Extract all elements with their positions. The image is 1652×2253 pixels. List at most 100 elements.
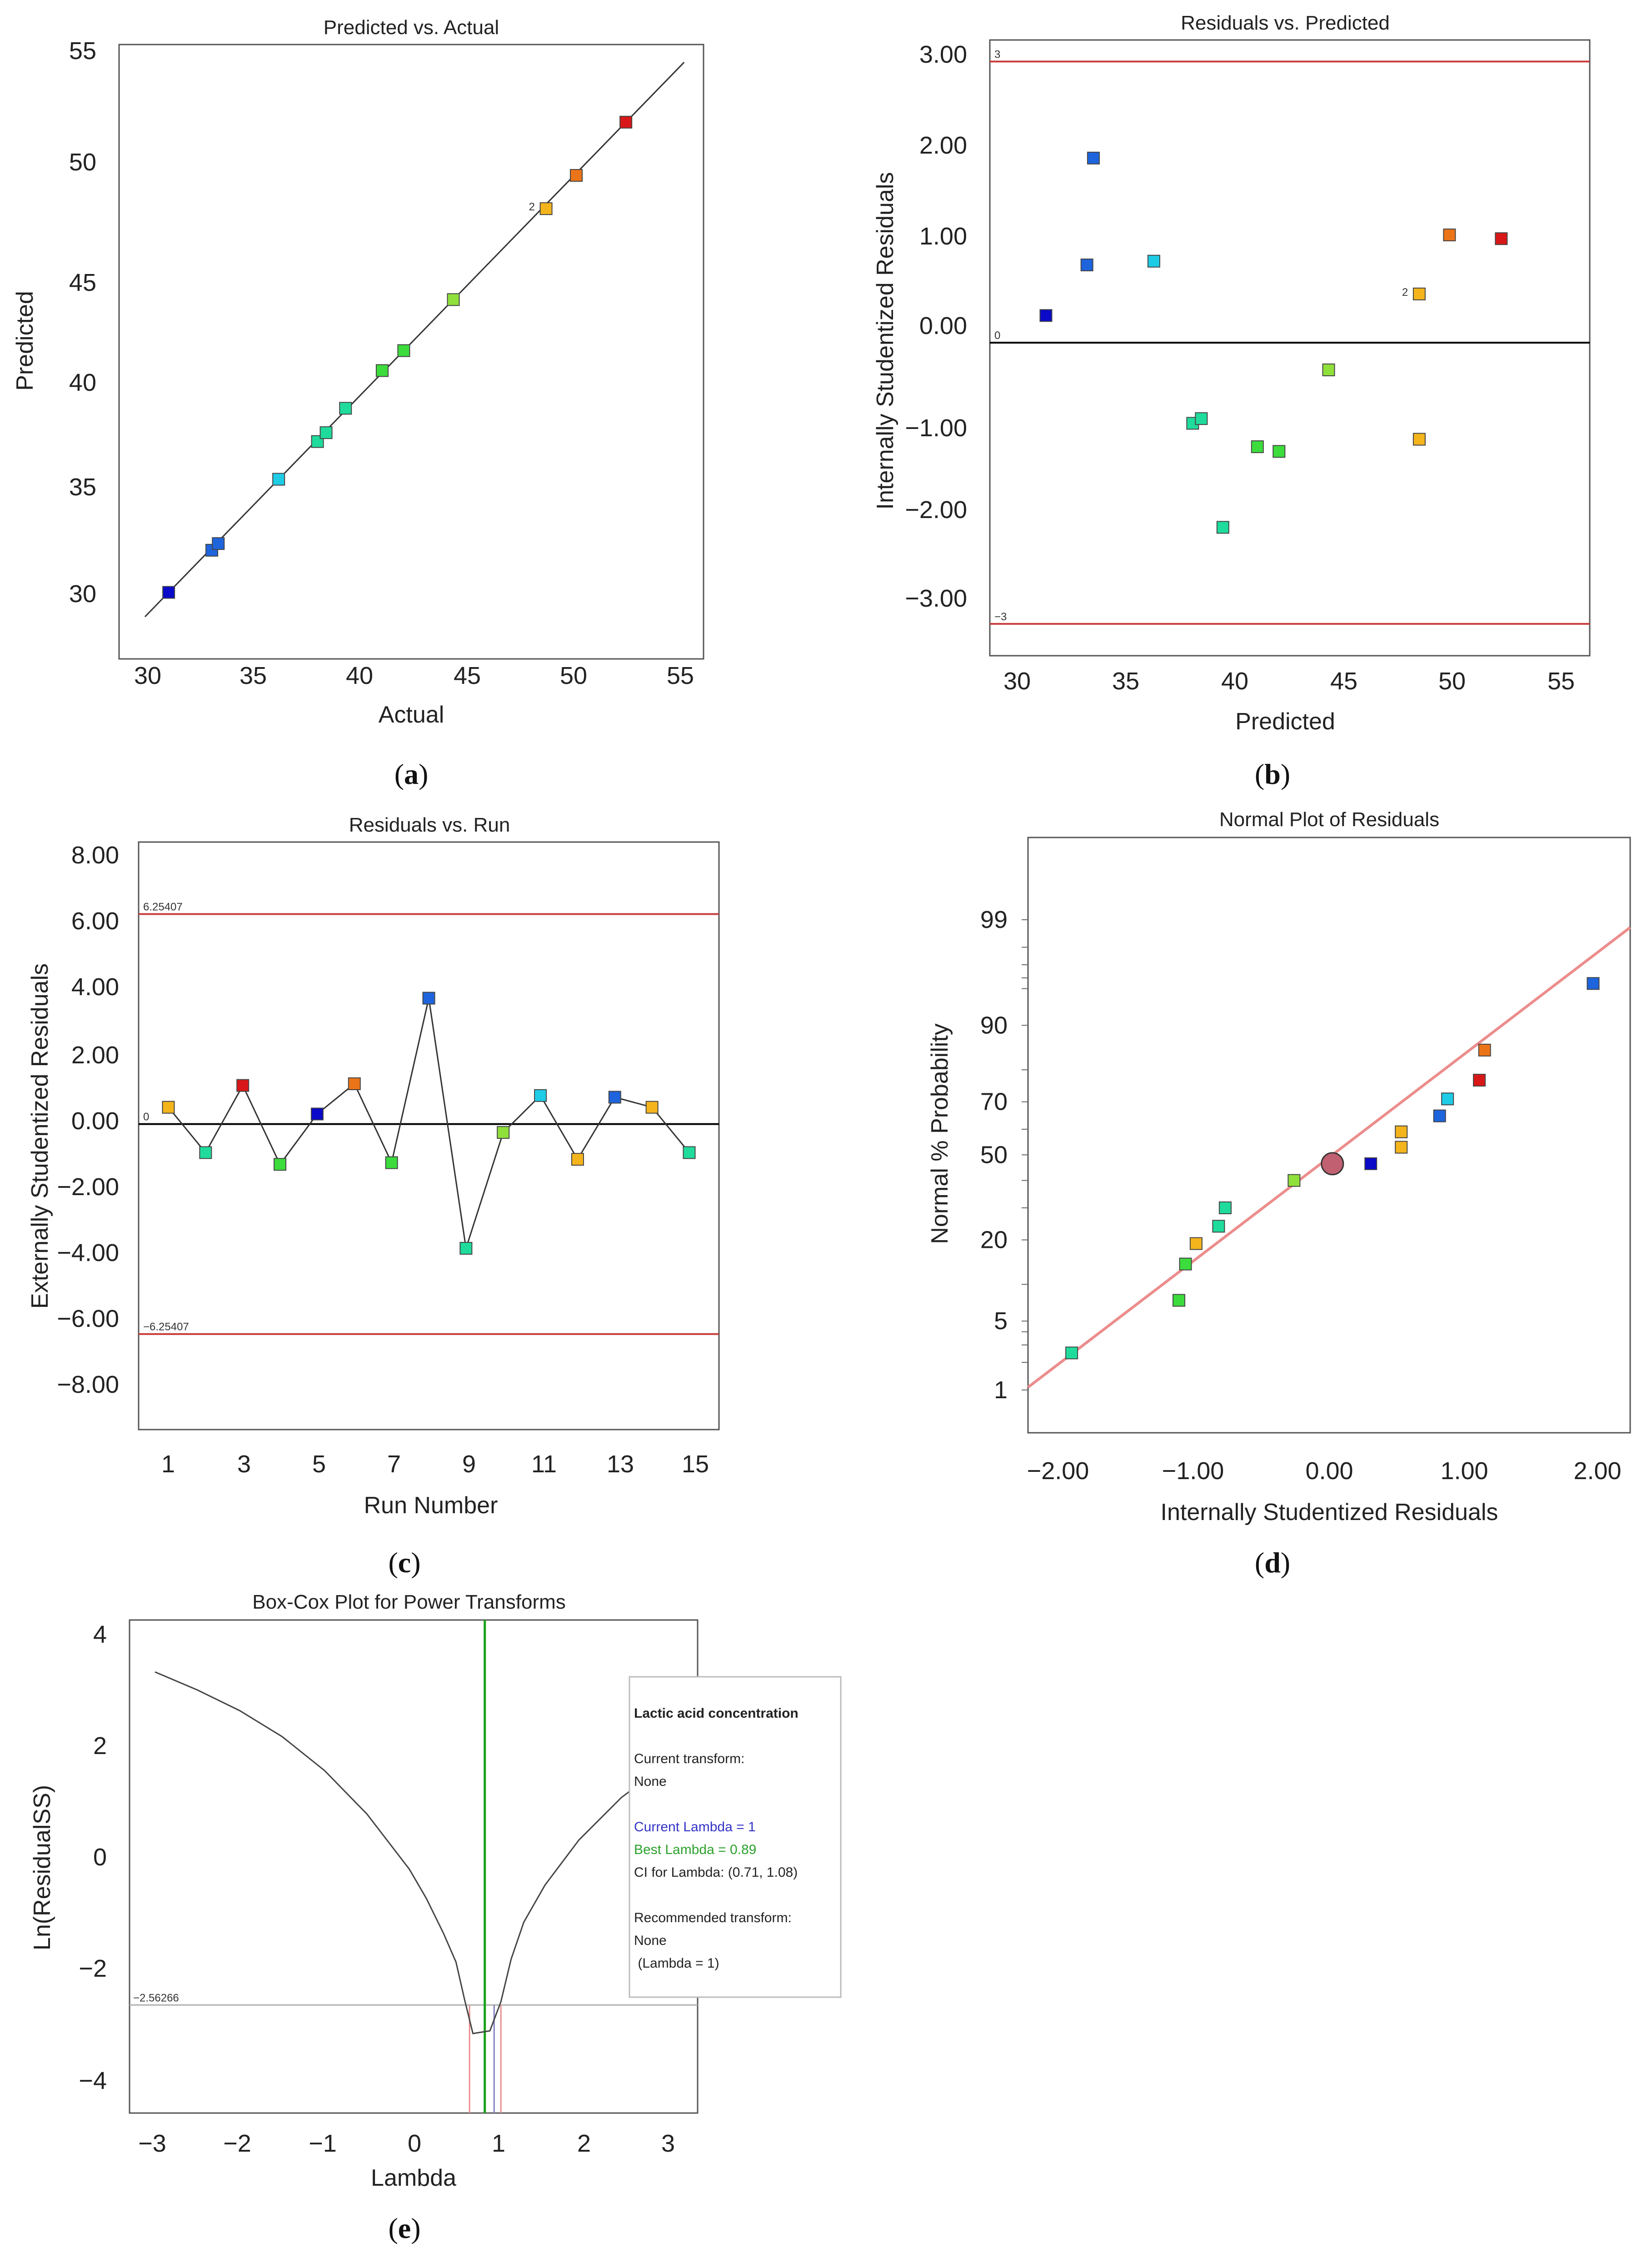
data-point <box>1147 254 1160 268</box>
y-tick-label: −4.00 <box>57 1239 119 1266</box>
data-point <box>1441 1092 1454 1106</box>
panel-a-y-ticks: 55 50 45 40 35 30 <box>69 37 96 608</box>
y-tick-label: −4 <box>79 2067 107 2094</box>
y-tick-label: 0 <box>93 1844 107 1871</box>
data-point <box>1080 258 1093 271</box>
data-point <box>1216 521 1229 534</box>
data-point <box>1433 1109 1446 1122</box>
legend-best-lambda: Best Lambda = 0.89 <box>634 1842 756 1857</box>
panel-d-caption: (d) <box>1255 1546 1290 1579</box>
x-tick-label: 1.00 <box>1440 1457 1488 1485</box>
x-tick-label: 2.00 <box>1573 1457 1621 1485</box>
panel-e-x-label: Lambda <box>371 2165 456 2191</box>
reference-line-label: −6.25407 <box>143 1321 189 1333</box>
x-tick-label: 40 <box>1221 668 1248 695</box>
data-point <box>310 1107 324 1121</box>
panel-c-y-ticks: 8.00 6.00 4.00 2.00 0.00 −2.00 −4.00 −6.… <box>57 842 119 1398</box>
y-tick-label: 40 <box>69 369 96 396</box>
y-tick-label: 2 <box>93 1732 107 1760</box>
panel-a-x-label: Actual <box>379 702 444 728</box>
x-tick-label: 15 <box>682 1450 709 1478</box>
x-tick-label: 50 <box>560 662 587 689</box>
data-point <box>608 1091 621 1104</box>
data-point <box>1412 287 1426 300</box>
data-point <box>539 202 553 215</box>
panel-c-x-ticks: 1 3 5 7 9 11 13 15 <box>161 1450 709 1478</box>
panel-a-caption: (a) <box>394 758 429 790</box>
data-point <box>339 402 352 415</box>
x-tick-label: −1.00 <box>1162 1457 1224 1485</box>
panel-e-y-ticks: 4 2 0 −2 −4 <box>79 1621 107 2094</box>
y-tick-label: 2.00 <box>919 132 967 159</box>
panel-b-marks: 3 0 −3 2 <box>990 48 1590 625</box>
data-point <box>1195 412 1208 425</box>
y-tick-label: 55 <box>69 37 96 65</box>
panel-e: Box-Cox Plot for Power Transforms 4 2 0 … <box>29 1591 842 2244</box>
legend-current-lambda: Current Lambda = 1 <box>634 1819 756 1834</box>
data-point <box>348 1077 361 1090</box>
panel-a-y-label: Predicted <box>12 291 38 391</box>
data-point <box>272 473 285 486</box>
panel-a-x-ticks: 30 35 40 45 50 55 <box>134 662 694 689</box>
panel-d-x-ticks: −2.00 −1.00 0.00 1.00 2.00 <box>1027 1457 1622 1485</box>
data-point <box>236 1079 250 1092</box>
y-tick-label: 0.00 <box>71 1107 119 1135</box>
data-point-mean <box>1321 1152 1344 1176</box>
data-point <box>645 1101 659 1114</box>
data-point <box>1087 151 1100 164</box>
data-point <box>1273 445 1286 458</box>
y-tick-label: 30 <box>69 580 96 608</box>
panel-e-legend: Lactic acid concentration Current transf… <box>629 1676 842 1998</box>
panel-d: Normal Plot of Residuals 99 90 70 50 20 5 1 −2… <box>927 808 1631 1579</box>
reference-line-label: 0 <box>143 1111 149 1123</box>
y-tick-label: 1.00 <box>919 223 967 250</box>
x-tick-label: 0.00 <box>1305 1457 1353 1485</box>
panel-c-caption-letter: c <box>398 1546 411 1579</box>
data-point <box>1587 977 1600 990</box>
panel-c-x-label: Run Number <box>364 1492 498 1519</box>
data-point <box>1288 1174 1301 1187</box>
data-point <box>1443 228 1456 241</box>
y-tick-label: −6.00 <box>57 1305 119 1332</box>
data-point <box>1251 440 1264 454</box>
data-point <box>422 992 435 1005</box>
panel-e-title: Box-Cox Plot for Power Transforms <box>252 1591 566 1613</box>
data-point <box>1495 232 1508 245</box>
x-tick-label: 35 <box>1112 668 1139 695</box>
panel-b-y-label: Internally Studentized Residuals <box>872 172 898 510</box>
panel-d-y-ticks: 99 90 70 50 20 5 1 <box>980 906 1028 1404</box>
y-tick-label: 1 <box>994 1376 1008 1404</box>
data-point <box>1395 1141 1408 1154</box>
data-point <box>162 1101 175 1114</box>
data-point <box>162 586 175 599</box>
reference-line-label: 0 <box>994 329 1000 342</box>
panel-e-caption-letter: e <box>398 2212 411 2244</box>
legend-box <box>629 1676 842 1998</box>
y-tick-label: 0.00 <box>919 312 967 339</box>
panel-d-plot-frame <box>1027 837 1631 1434</box>
x-tick-label: 45 <box>454 662 481 689</box>
data-point <box>534 1089 547 1102</box>
y-tick-label: 6.00 <box>71 907 119 935</box>
y-tick-label: 3.00 <box>919 41 967 68</box>
data-point <box>319 426 333 439</box>
y-tick-label: 50 <box>69 149 96 176</box>
panel-a-plot-frame <box>118 44 704 660</box>
data-point <box>1478 1043 1491 1057</box>
x-tick-label: 7 <box>387 1450 401 1478</box>
data-point <box>1065 1346 1078 1360</box>
x-tick-label: 45 <box>1330 668 1358 695</box>
y-tick-label: −8.00 <box>57 1371 119 1398</box>
x-tick-label: −2 <box>223 2130 251 2157</box>
x-tick-label: 30 <box>134 662 161 689</box>
reference-line-label: 3 <box>994 48 1000 60</box>
legend-current-transform-label: Current transform: <box>634 1751 744 1766</box>
y-tick-label: −3.00 <box>905 585 967 612</box>
legend-current-transform-value: None <box>634 1774 667 1789</box>
legend-title: Lactic acid concentration <box>634 1706 799 1721</box>
data-point <box>459 1242 473 1255</box>
y-tick-label: 2.00 <box>71 1042 119 1069</box>
panel-b-x-label: Predicted <box>1235 708 1335 735</box>
point-label: 2 <box>1402 286 1408 299</box>
